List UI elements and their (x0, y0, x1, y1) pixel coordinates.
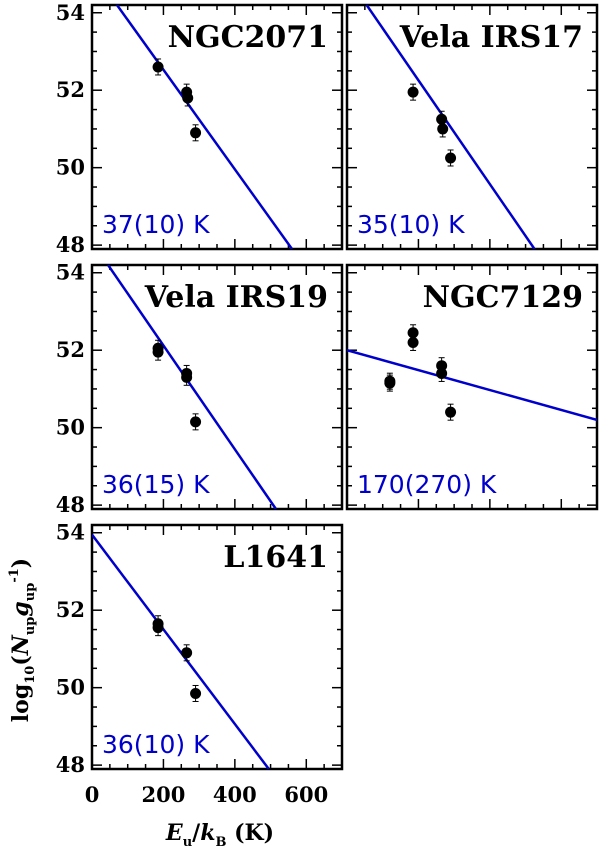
x-tick-label: 400 (213, 782, 257, 807)
x-tick-label: 200 (142, 782, 186, 807)
x-tick-label: 0 (85, 782, 100, 807)
temperature-label: 170(270) K (357, 470, 497, 499)
panel-vela-irs19: 48 50 52 54 Vela IRS19 36(15) K (56, 260, 344, 517)
data-point (436, 113, 448, 125)
panel-title: Vela IRS17 (399, 20, 583, 55)
data-point (190, 687, 202, 699)
svg-text:log10(Nupgup-1): log10(Nupgup-1) (7, 558, 38, 722)
x-tick-label: 600 (284, 782, 328, 807)
data-point (407, 336, 419, 348)
data-point (152, 622, 164, 634)
data-point (437, 123, 449, 135)
y-axis-label: log10(Nupgup-1) (7, 558, 38, 722)
panel-title: NGC2071 (168, 20, 328, 55)
data-point (384, 377, 396, 389)
data-point (407, 86, 419, 98)
data-point (181, 647, 193, 659)
y-tick-label: 54 (56, 260, 85, 285)
data-point (152, 346, 164, 358)
fit-line (365, 5, 536, 249)
y-tick-label: 50 (56, 155, 85, 180)
temperature-label: 37(10) K (102, 210, 210, 239)
y-tick-label: 52 (56, 597, 85, 622)
y-tick-label: 52 (56, 337, 85, 362)
panels: 48 50 52 54 NGC2071 37(10) K Vela IRS17 35(10) … (56, 0, 599, 807)
data-point (445, 406, 457, 418)
temperature-label: 36(10) K (102, 730, 210, 759)
panel-l1641: 48 50 52 54 0 200 400 600 L1641 36(10) K (56, 520, 344, 807)
y-tick-label: 50 (56, 415, 85, 440)
panel-vela-irs17: Vela IRS17 35(10) K (345, 3, 599, 251)
data-point (182, 92, 194, 104)
temperature-label: 35(10) K (357, 210, 465, 239)
y-tick-label: 54 (56, 520, 85, 545)
panel-ngc7129: NGC7129 170(270) K (345, 263, 599, 511)
data-point (407, 327, 419, 339)
data-point (190, 416, 202, 428)
x-axis-label: Eu/kB (K) (165, 820, 274, 849)
y-tick-label: 50 (56, 675, 85, 700)
data-point (181, 371, 193, 383)
y-tick-label: 52 (56, 77, 85, 102)
fit-line (107, 265, 277, 509)
data-point (152, 61, 164, 73)
fit-line (92, 533, 270, 769)
y-tick-label: 48 (56, 492, 85, 517)
y-tick-label: 48 (56, 232, 85, 257)
panel-title: NGC7129 (423, 280, 583, 315)
data-point (436, 367, 448, 379)
data-point (190, 127, 202, 139)
svg-text:Eu/kB (K): Eu/kB (K) (165, 820, 274, 849)
fit-line (347, 349, 597, 422)
y-tick-label: 48 (56, 752, 85, 777)
panel-title: L1641 (223, 540, 328, 575)
panel-ngc2071: 48 50 52 54 NGC2071 37(10) K (56, 0, 344, 257)
y-tick-label: 54 (56, 0, 85, 25)
temperature-label: 36(15) K (102, 470, 210, 499)
data-point (445, 152, 457, 164)
fit-line (115, 5, 294, 249)
panel-title: Vela IRS19 (144, 280, 328, 315)
